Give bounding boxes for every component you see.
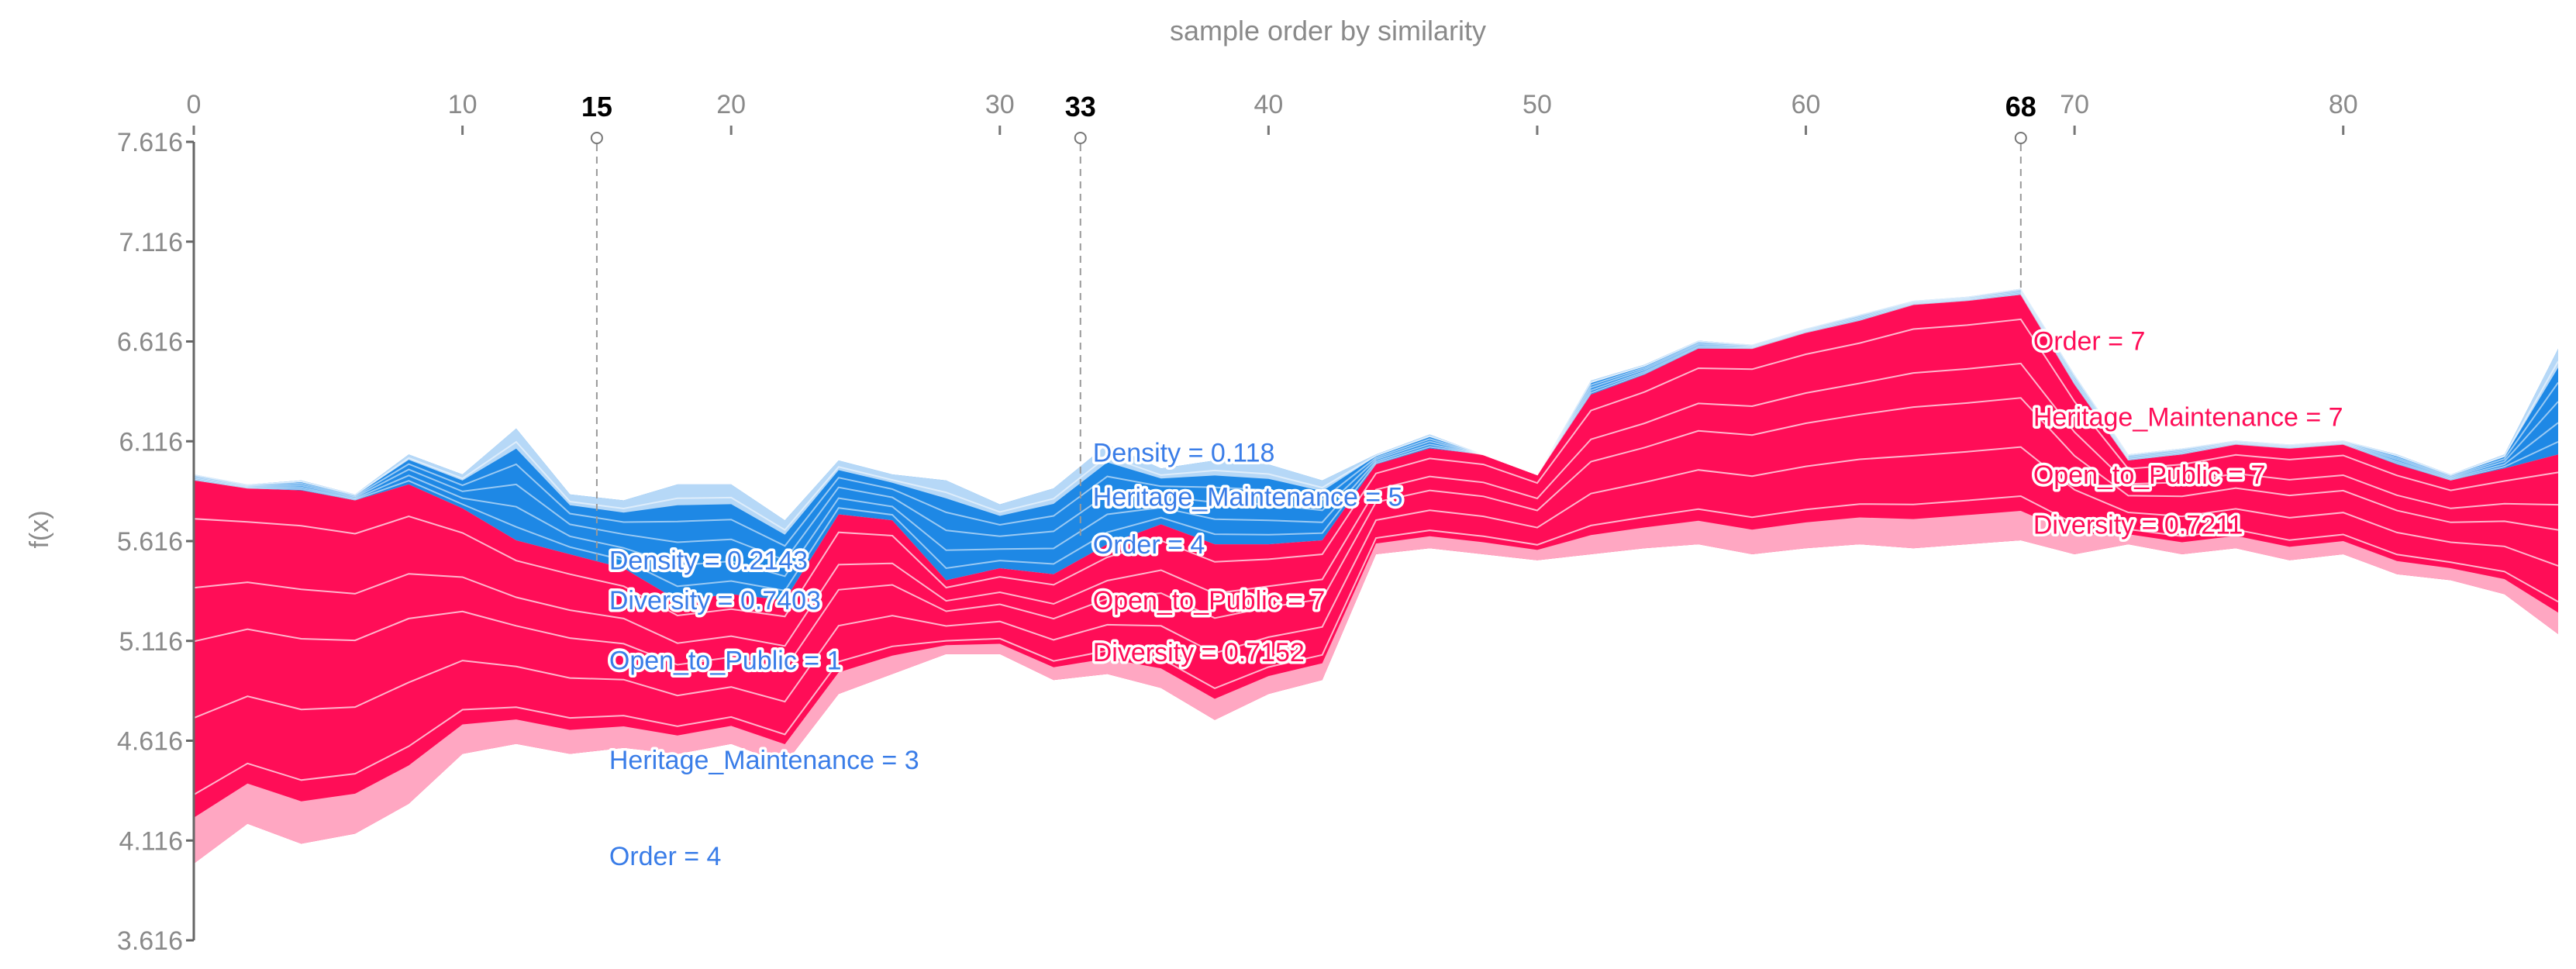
- positive-effect-fade: [194, 511, 2558, 864]
- feature-annotation: Diversity = 0.7403: [609, 586, 821, 616]
- stacked-areas: [194, 288, 2558, 864]
- x-tick-label: 20: [716, 90, 746, 119]
- y-tick-label: 5.616: [117, 527, 183, 557]
- positive-feature-boundary-1: [193, 495, 2559, 795]
- feature-annotation: Heritage_Maintenance = 5: [1093, 482, 1403, 512]
- positive-feature-boundary-2: [193, 446, 2559, 719]
- negative-feature-boundary-5: [193, 288, 2559, 531]
- x-tick-label: 80: [2329, 90, 2358, 119]
- y-tick-label: 4.616: [117, 727, 183, 757]
- x-tick-label: 70: [2060, 90, 2089, 119]
- positive-feature-boundary-3: [193, 397, 2559, 671]
- y-axis-label: f(x): [25, 510, 54, 548]
- feature-annotation: Density = 0.2143: [609, 547, 808, 576]
- x-tick-label: 10: [448, 90, 478, 119]
- y-tick-label: 7.116: [119, 228, 183, 257]
- feature-annotation: Diversity = 0.7211: [2033, 510, 2243, 540]
- negative-feature-boundary-3: [193, 291, 2559, 561]
- x-tick-label: 30: [985, 90, 1015, 119]
- highlight-marker: [2014, 132, 2027, 144]
- y-tick-label: 5.116: [119, 627, 183, 657]
- y-tick-label: 3.616: [117, 926, 183, 956]
- feature-annotation: Order = 4: [1093, 530, 1205, 560]
- feature-annotation: Diversity = 0.7152: [1093, 638, 1305, 667]
- highlight-markers: 15 33 68: [581, 91, 2036, 564]
- negative-feature-boundary-1: [193, 293, 2559, 592]
- y-tick-label: 4.116: [119, 826, 183, 856]
- negative-feature-boundary-4: [193, 289, 2559, 547]
- chart-title: sample order by similarity: [1170, 15, 1486, 47]
- feature-annotation: Heritage_Maintenance = 3: [609, 746, 919, 775]
- highlight-marker: [590, 132, 603, 144]
- feature-annotation: Open_to_Public = 7: [1093, 586, 1326, 616]
- positive-feature-boundary-5: [193, 318, 2559, 618]
- feature-boundary-lines: [193, 288, 2559, 795]
- x-tick-label: 50: [1522, 90, 1552, 119]
- feature-annotation: Heritage_Maintenance = 7: [2033, 402, 2343, 432]
- feature-annotation: Order = 4: [609, 842, 722, 871]
- feature-annotation: Open_to_Public = 1: [609, 646, 842, 675]
- positive-feature-boundary-4: [193, 362, 2559, 647]
- positive-effect-area: [194, 295, 2558, 864]
- y-tick-label: 7.616: [117, 128, 183, 157]
- x-tick-label: 40: [1254, 90, 1283, 119]
- y-tick-label: 6.616: [117, 328, 183, 357]
- feature-annotation: Open_to_Public = 7: [2033, 460, 2266, 490]
- x-tick-label: 0: [187, 90, 202, 119]
- x-tick-label: 60: [1791, 90, 1821, 119]
- highlight-marker: [1074, 132, 1087, 144]
- highlight-tick-label: 33: [1065, 91, 1096, 122]
- highlight-tick-label: 15: [581, 91, 612, 122]
- feature-annotation: Density = 0.118: [1093, 439, 1275, 468]
- axes: 3.616 4.116 4.616 5.116 5.616 6.116 6.616 7.116…: [117, 90, 2358, 956]
- negative-feature-boundary-2: [193, 291, 2559, 578]
- highlight-tick-label: 68: [2005, 91, 2036, 122]
- y-tick-label: 6.116: [119, 427, 183, 457]
- feature-annotation: Order = 7: [2033, 326, 2146, 356]
- feature-annotations: Density = 0.2143 Diversity = 0.7403 Open_t…: [606, 324, 2346, 874]
